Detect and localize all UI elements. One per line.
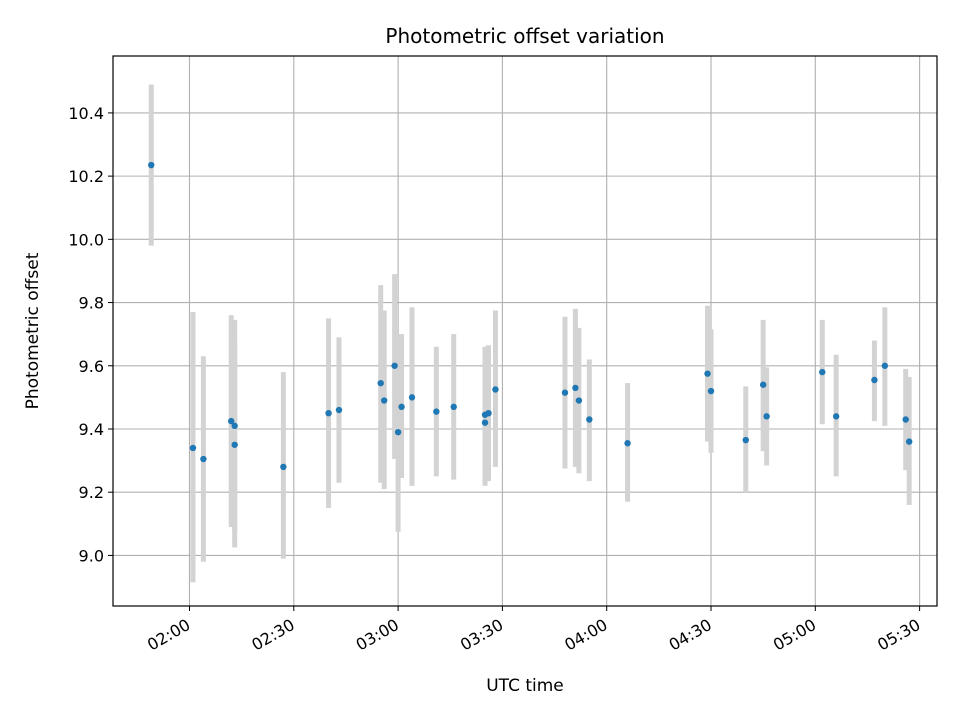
data-point <box>231 422 238 430</box>
data-point <box>481 419 489 426</box>
data-point <box>763 413 770 420</box>
data-point <box>148 161 155 169</box>
data-point <box>280 463 287 471</box>
data-point <box>335 406 343 414</box>
data-point <box>902 416 909 423</box>
data-point <box>325 409 332 417</box>
x-axis-label: UTC time <box>486 676 564 696</box>
data-point <box>394 428 402 436</box>
y-tick-label: 10.4 <box>68 104 104 123</box>
chart-title: Photometric offset variation <box>385 24 664 48</box>
data-point <box>881 362 889 369</box>
data-point <box>871 376 878 384</box>
data-point <box>408 394 416 401</box>
y-axis-ticks: 9.0 9.2 9.4 9.6 9.8 10.0 10.2 10.4 <box>68 104 113 565</box>
y-tick-label: 9.2 <box>79 483 104 502</box>
data-point <box>575 397 583 404</box>
data-point <box>485 409 492 417</box>
y-tick-label: 9.0 <box>79 546 104 565</box>
data-point <box>572 384 579 392</box>
data-point <box>704 370 711 377</box>
data-point <box>707 387 715 395</box>
data-point <box>832 413 840 420</box>
plot-frame <box>112 55 938 607</box>
data-point <box>200 455 207 463</box>
y-axis-label: Photometric offset <box>23 252 43 409</box>
data-point <box>450 403 457 411</box>
data-point <box>228 417 235 425</box>
data-points <box>148 161 913 471</box>
y-tick-label: 9.4 <box>79 420 104 439</box>
data-point <box>231 441 238 448</box>
data-point <box>819 368 826 376</box>
data-point <box>189 444 197 452</box>
data-point <box>391 362 398 369</box>
y-tick-label: 10.0 <box>68 230 104 249</box>
data-point <box>398 403 405 411</box>
data-point <box>380 397 388 404</box>
data-point <box>586 416 593 423</box>
y-tick-label: 9.6 <box>79 357 104 376</box>
data-point <box>377 379 384 387</box>
data-point <box>561 389 569 396</box>
data-point <box>759 381 767 388</box>
data-point <box>492 386 499 393</box>
data-point <box>905 438 913 445</box>
data-point <box>433 408 440 415</box>
y-tick-label: 10.2 <box>68 167 104 186</box>
data-point <box>742 436 749 444</box>
data-point <box>624 440 631 447</box>
y-tick-label: 9.8 <box>79 294 104 313</box>
